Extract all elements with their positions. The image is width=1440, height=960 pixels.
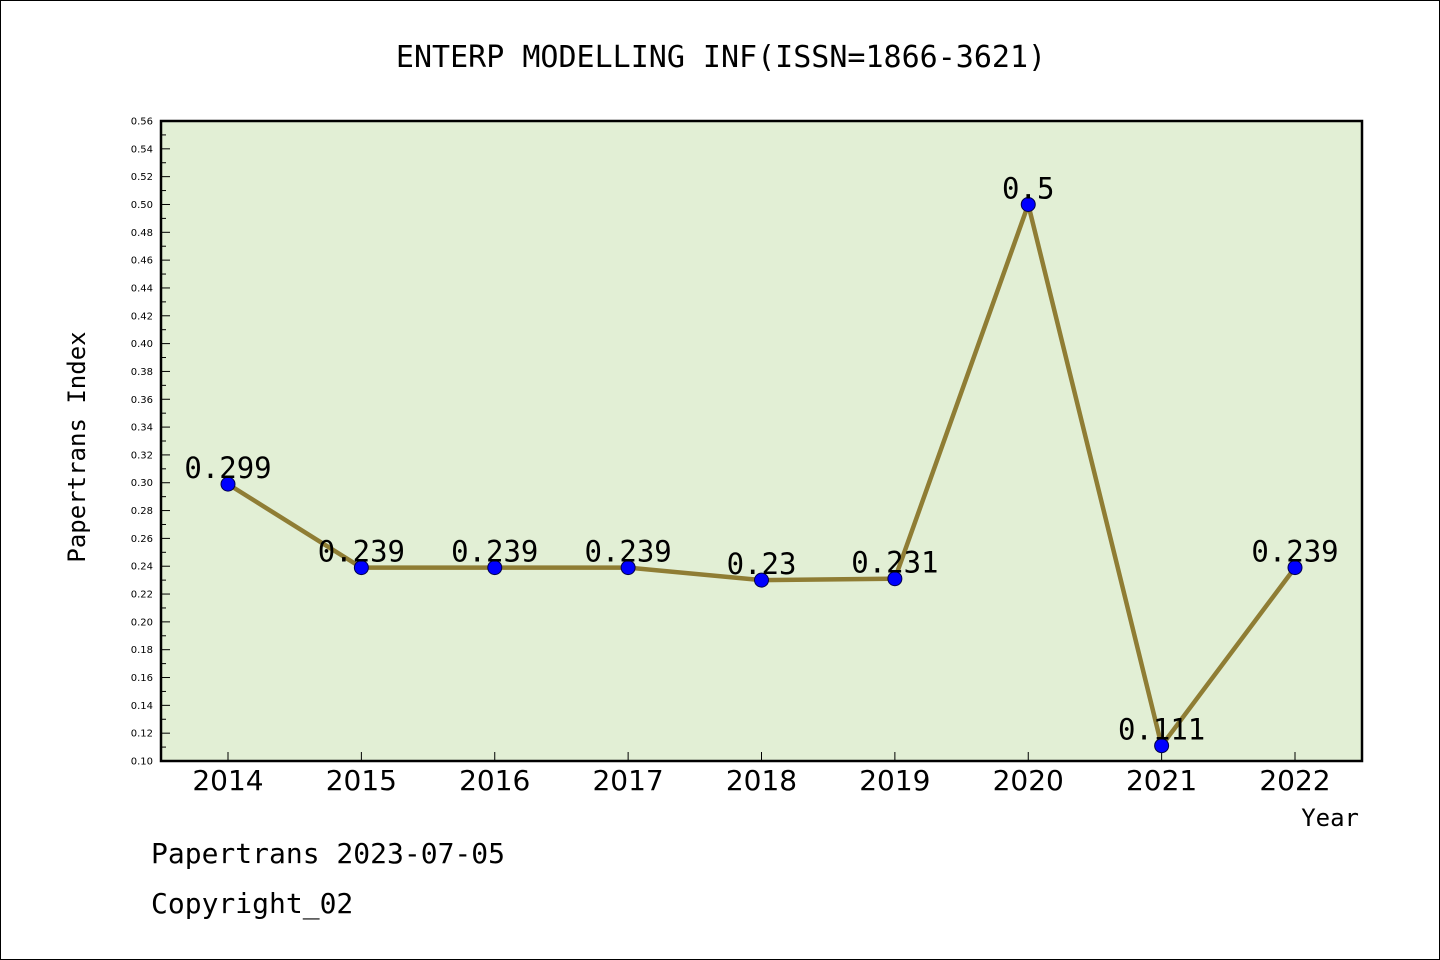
data-label: 0.239 (318, 535, 405, 569)
plot-frame (159, 119, 1364, 763)
y-tick-label: 0.56 (131, 117, 153, 128)
x-tick-label: 2017 (592, 764, 663, 797)
x-tick-label: 2014 (192, 764, 263, 797)
x-axis-ticks: 2014 2015 2016 2017 2018 2019 2020 2021 2022 (192, 752, 1331, 797)
y-tick-label: 0.48 (131, 228, 153, 239)
y-tick-label: 0.40 (131, 339, 153, 350)
data-point (1154, 738, 1170, 754)
x-tick-label: 2021 (1126, 764, 1197, 797)
data-label: 0.231 (851, 546, 938, 580)
footer-copyright-line: Copyright_02 (151, 887, 354, 920)
x-tick-label: 2015 (326, 764, 397, 797)
series-layer: 0.299 0.239 0.239 0.239 0.23 0.231 0.5 0.111 0.2… (184, 171, 1339, 754)
x-tick-label: 2019 (859, 764, 930, 797)
data-label: 0.5 (1002, 171, 1054, 205)
y-axis-label: Papertrans Index (63, 331, 91, 562)
y-axis-ticks: 0.10 0.12 0.14 0.16 0.18 0.20 0.22 0.24 0.26 0.28… (131, 117, 170, 768)
y-tick-label: 0.30 (131, 478, 153, 489)
y-tick-label: 0.44 (131, 283, 153, 294)
y-tick-label: 0.46 (131, 256, 153, 267)
y-tick-label: 0.20 (131, 617, 153, 628)
data-point (1287, 560, 1303, 576)
plot-area (161, 121, 1362, 761)
footer-date-line: Papertrans 2023-07-05 (151, 837, 506, 870)
chart-title: ENTERP MODELLING INF(ISSN=1866-3621) (396, 40, 1046, 75)
y-tick-label: 0.26 (131, 534, 153, 545)
x-tick-label: 2022 (1259, 764, 1330, 797)
y-tick-label: 0.28 (131, 506, 153, 517)
data-label: 0.239 (451, 535, 538, 569)
data-point (620, 560, 636, 576)
y-tick-label: 0.38 (131, 367, 153, 378)
y-tick-label: 0.32 (131, 450, 153, 461)
data-label: 0.111 (1118, 713, 1205, 747)
y-tick-label: 0.52 (131, 172, 153, 183)
data-point (754, 572, 769, 588)
y-tick-label: 0.36 (131, 395, 153, 406)
y-tick-label: 0.22 (131, 590, 153, 601)
x-axis-label: Year (1301, 804, 1359, 832)
y-tick-label: 0.42 (131, 311, 153, 322)
data-label: 0.239 (1251, 535, 1338, 569)
y-tick-label: 0.54 (131, 144, 153, 155)
x-tick-label: 2020 (993, 764, 1064, 797)
y-tick-label: 0.10 (131, 757, 153, 768)
data-point (887, 571, 903, 587)
y-tick-label: 0.16 (131, 673, 153, 684)
y-tick-label: 0.50 (131, 200, 153, 211)
y-tick-label: 0.14 (131, 701, 153, 712)
y-tick-label: 0.12 (131, 729, 153, 740)
y-tick-label: 0.34 (131, 423, 153, 434)
data-point (1020, 196, 1036, 212)
data-label: 0.239 (584, 535, 671, 569)
data-label: 0.23 (727, 547, 797, 581)
data-point (353, 560, 369, 576)
x-tick-label: 2018 (726, 764, 797, 797)
x-tick-label: 2016 (459, 764, 530, 797)
y-tick-label: 0.24 (131, 562, 153, 573)
data-point (220, 476, 236, 492)
data-label: 0.299 (184, 451, 271, 485)
data-point (487, 560, 503, 576)
y-tick-label: 0.18 (131, 645, 153, 656)
